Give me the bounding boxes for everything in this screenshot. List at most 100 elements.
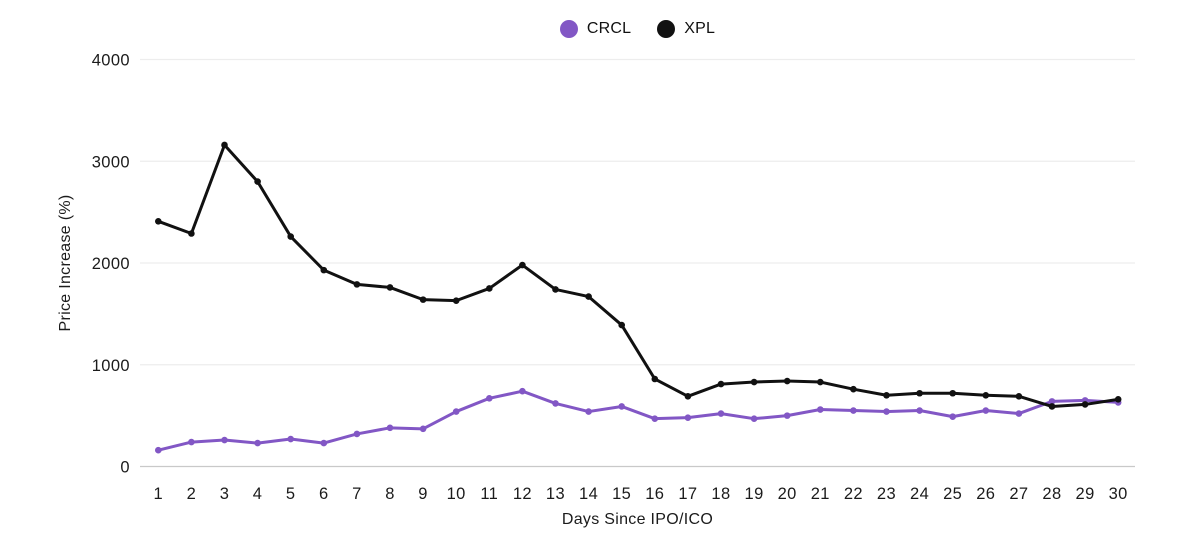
crcl-data-point	[486, 395, 493, 402]
crcl-data-point	[883, 408, 890, 415]
xpl-data-point	[1114, 396, 1122, 403]
crcl-data-point	[717, 410, 725, 417]
x-tick-label: 4	[253, 485, 263, 503]
crcl-data-point	[783, 412, 791, 419]
crcl-data-point	[419, 425, 427, 433]
xpl-data-point	[486, 285, 493, 292]
xpl-legend-label: XPL	[684, 20, 716, 37]
xpl-data-point	[419, 296, 427, 303]
x-tick-label: 8	[385, 485, 395, 503]
legend-item-crcl[interactable]: CRCL	[559, 20, 632, 38]
crcl-legend-label: CRCL	[586, 20, 632, 37]
xpl-data-point	[717, 380, 725, 388]
x-tick-label: 18	[711, 485, 730, 503]
xpl-data-point	[949, 389, 956, 397]
xpl-legend-dot-icon	[657, 20, 676, 38]
y-tick-label: 2000	[92, 255, 130, 273]
y-tick-label: 3000	[92, 153, 130, 171]
crcl-data-point	[850, 407, 857, 414]
xpl-data-point	[651, 375, 659, 383]
crcl-data-point	[287, 435, 295, 443]
xpl-data-point	[386, 284, 394, 291]
xpl-data-point	[1048, 403, 1056, 410]
xpl-data-point	[353, 281, 361, 288]
x-axis-title: Days Since IPO/ICO	[561, 511, 714, 528]
x-tick-label: 19	[745, 485, 764, 503]
x-tick-label: 20	[778, 485, 797, 503]
x-tick-label: 21	[811, 485, 830, 503]
x-tick-label: 24	[910, 485, 929, 503]
x-tick-label: 3	[220, 485, 230, 503]
y-tick-label: 1000	[92, 357, 130, 375]
crcl-data-point	[519, 387, 526, 395]
xpl-data-point	[452, 297, 460, 304]
crcl-data-point	[750, 415, 758, 422]
crcl-data-point	[320, 439, 328, 447]
xpl-data-point	[684, 392, 692, 400]
x-tick-label: 17	[678, 485, 697, 503]
crcl-data-point	[982, 407, 990, 414]
x-tick-label: 11	[480, 485, 498, 503]
xpl-data-point	[850, 385, 857, 393]
x-tick-label: 22	[844, 485, 863, 503]
xpl-data-point	[155, 217, 162, 225]
x-tick-label: 14	[579, 485, 598, 503]
y-tick-label: 0	[120, 459, 130, 477]
xpl-data-point	[916, 389, 923, 397]
crcl-legend-dot-icon	[559, 20, 578, 38]
x-tick-label: 30	[1109, 485, 1128, 503]
crcl-data-point	[684, 414, 692, 421]
xpl-data-point	[817, 378, 824, 386]
chart-legend: CRCL XPL	[140, 20, 1135, 38]
xpl-data-point	[883, 391, 890, 399]
crcl-data-point	[452, 408, 460, 415]
x-tick-label: 25	[943, 485, 962, 503]
x-tick-label: 9	[418, 485, 428, 503]
legend-item-xpl[interactable]: XPL	[657, 20, 715, 38]
xpl-data-point	[221, 141, 228, 149]
xpl-data-point	[1015, 392, 1023, 400]
xpl-data-point	[188, 230, 195, 237]
xpl-data-point	[1081, 401, 1089, 408]
x-tick-label: 29	[1076, 485, 1095, 503]
x-tick-label: 28	[1042, 485, 1061, 503]
x-tick-label: 6	[319, 485, 329, 503]
crcl-data-point	[254, 439, 261, 447]
x-tick-label: 23	[877, 485, 896, 503]
crcl-data-point	[618, 403, 625, 410]
x-tick-label: 16	[645, 485, 664, 503]
y-tick-label: 4000	[92, 52, 130, 70]
crcl-data-point	[817, 406, 824, 413]
crcl-data-point	[1048, 398, 1056, 405]
x-tick-label: 27	[1009, 485, 1028, 503]
crcl-series-line	[156, 389, 1120, 452]
x-tick-label: 10	[447, 485, 466, 503]
xpl-data-point	[320, 266, 328, 274]
crcl-data-point	[188, 438, 195, 446]
x-tick-label: 15	[612, 485, 631, 503]
x-tick-label: 7	[352, 485, 362, 503]
crcl-data-point	[386, 424, 394, 432]
crcl-data-point	[949, 413, 956, 420]
crcl-data-point	[552, 400, 559, 407]
x-tick-label: 5	[286, 485, 296, 503]
xpl-data-point	[618, 321, 625, 329]
x-tick-label: 13	[546, 485, 565, 503]
crcl-data-point	[353, 430, 361, 438]
crcl-data-point	[651, 415, 659, 422]
x-tick-label: 2	[187, 485, 197, 503]
x-tick-label: 12	[513, 485, 532, 503]
xpl-data-point	[585, 293, 592, 300]
crcl-data-point	[221, 436, 228, 444]
xpl-series-line	[156, 143, 1120, 408]
crcl-data-point	[916, 407, 923, 414]
x-tick-label: 26	[976, 485, 995, 503]
x-tick-label: 1	[154, 485, 164, 503]
xpl-data-point	[552, 286, 559, 293]
crcl-data-point	[585, 408, 592, 415]
xpl-data-point	[750, 378, 758, 386]
xpl-data-point	[519, 261, 526, 269]
xpl-data-point	[783, 377, 791, 385]
